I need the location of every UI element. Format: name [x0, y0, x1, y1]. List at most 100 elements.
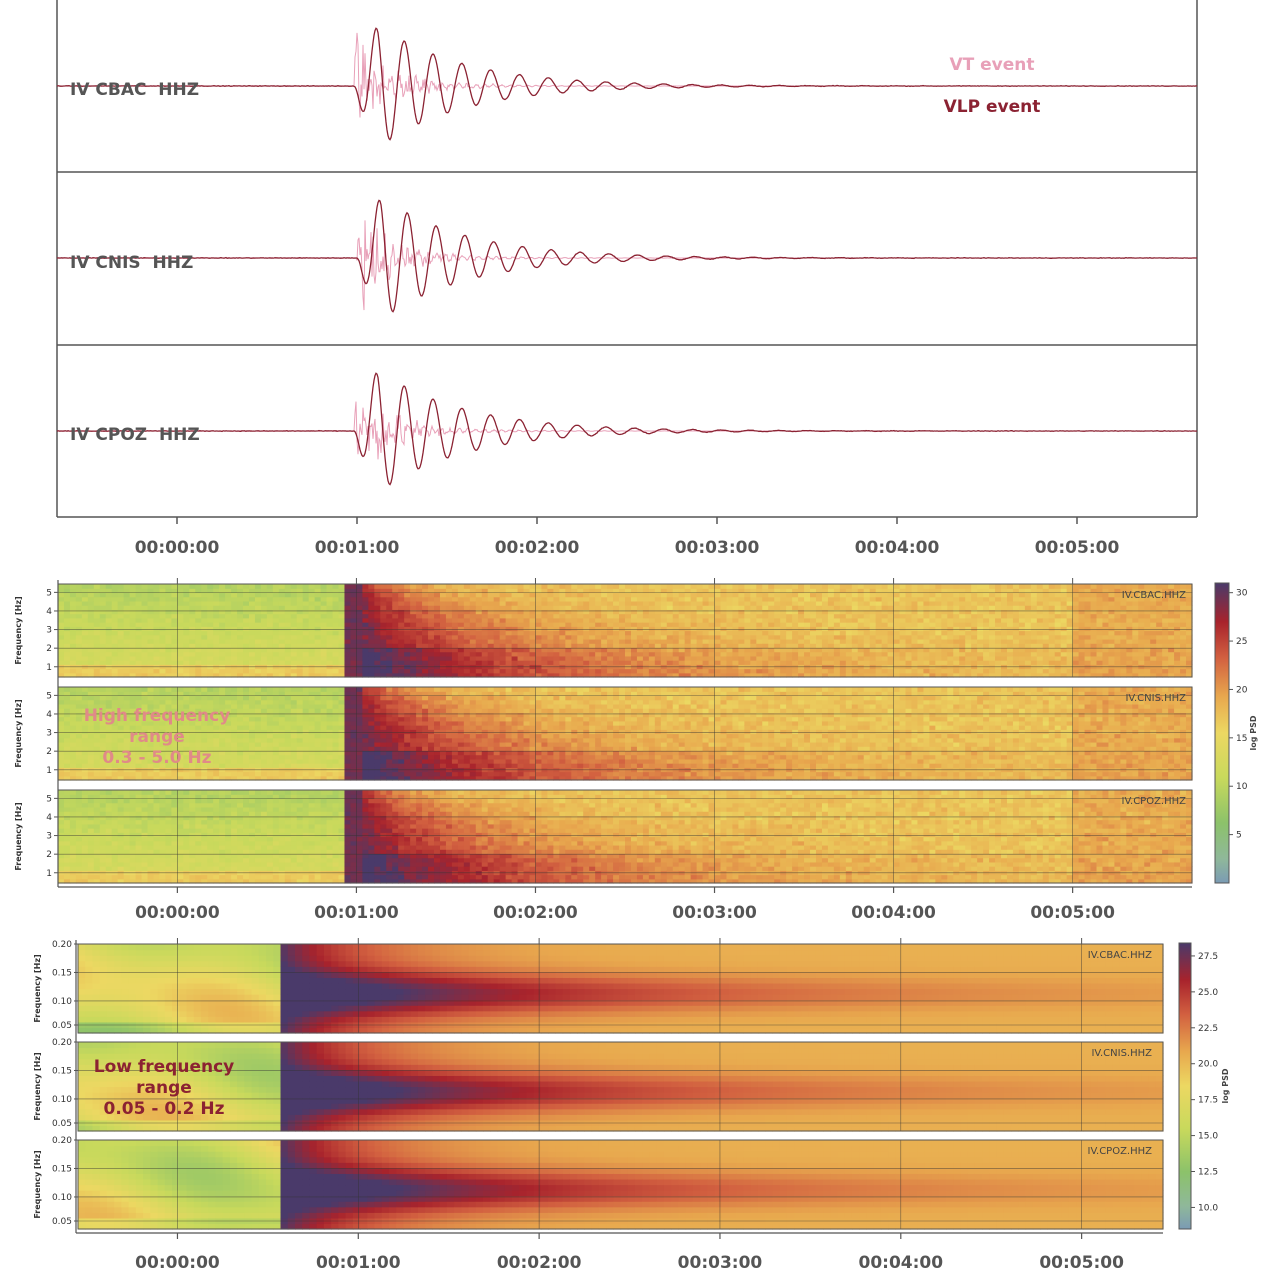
spectrogram-cell — [589, 660, 596, 665]
spectrogram-cell — [117, 647, 125, 653]
spectrogram-cell — [953, 592, 960, 598]
spectrogram-cell — [1054, 634, 1062, 640]
spectrogram-cell — [87, 638, 95, 644]
spectrogram-cell — [535, 672, 543, 678]
spectrogram-cell — [129, 771, 137, 777]
spectrogram-cell — [63, 695, 71, 701]
spectrogram-cell — [58, 708, 65, 713]
spectrogram-cell — [845, 609, 853, 615]
spectrogram-cell — [195, 771, 202, 777]
spectrogram-cell — [756, 588, 763, 594]
spectrogram-cell — [899, 622, 907, 627]
spectrogram-cell — [893, 634, 901, 640]
spectrogram-cell — [69, 741, 77, 747]
spectrogram-cell — [398, 668, 405, 674]
spectrogram-cell — [248, 600, 256, 606]
spectrogram-cell — [266, 647, 274, 653]
spectrogram-cell — [529, 584, 537, 589]
spectrogram-cell — [1054, 609, 1062, 615]
spectrogram-cell — [117, 588, 125, 594]
spectrogram-cell — [439, 647, 447, 653]
spectrogram-cell — [750, 672, 757, 678]
spectrogram-cell — [69, 600, 77, 606]
spectrogram-cell — [1186, 668, 1193, 674]
spectrogram-cell — [505, 600, 513, 606]
spectrogram-cell — [326, 617, 334, 623]
spectrogram-cell — [702, 617, 710, 623]
spectrogram-cell — [965, 622, 972, 627]
spectrogram-cell — [648, 600, 656, 606]
spectrogram-cell — [1078, 647, 1086, 653]
spectrogram-cell — [857, 613, 865, 619]
spectrogram-cell — [875, 668, 883, 674]
spectrogram-cell — [1120, 609, 1127, 615]
spectrogram-cell — [135, 741, 143, 747]
spectrogram-cell — [362, 609, 369, 615]
spectrogram-cell — [666, 651, 674, 657]
spectrogram-cell — [58, 638, 65, 644]
spectrogram-cell — [529, 605, 537, 610]
spectrogram-cell — [87, 771, 95, 777]
spectrogram-cell — [314, 660, 322, 665]
spectrogram-cell — [213, 613, 220, 619]
spectrogram-cell — [266, 651, 274, 657]
spectrogram-cell — [123, 672, 131, 678]
spectrogram-cell — [1012, 643, 1020, 649]
spectrogram-cell — [207, 699, 214, 705]
spectrogram-cell — [237, 725, 244, 730]
spectrogram-cell — [851, 617, 859, 623]
spectrogram-cell — [135, 634, 143, 640]
spectrogram-cell — [87, 617, 95, 623]
spectrogram-cell — [971, 596, 978, 602]
spectrogram-cell — [58, 741, 65, 747]
spectrogram-cell — [386, 672, 393, 678]
spectrogram-cell — [792, 600, 799, 606]
spectrogram-cell — [177, 771, 184, 777]
spectrogram-cell — [117, 655, 125, 661]
spectrogram-cell — [821, 605, 829, 610]
spectrogram-cell — [744, 609, 751, 615]
spectrogram-cell — [1162, 588, 1169, 594]
spectrogram-cell — [189, 630, 196, 636]
spectrogram-cell — [1090, 617, 1098, 623]
spectrogram-cell — [642, 668, 650, 674]
spectrogram-cell — [1138, 638, 1145, 644]
spectrogram-cell — [260, 716, 268, 722]
spectrogram-cell — [332, 626, 340, 632]
spectrogram-cell — [810, 609, 817, 615]
spectrogram-cell — [439, 588, 447, 594]
spectrogram-cell — [744, 643, 751, 649]
spectrogram-cell — [416, 651, 423, 657]
spectrogram-cell — [696, 638, 704, 644]
spectrogram-cell — [428, 613, 435, 619]
spectrogram-cell — [529, 626, 537, 632]
spectrogram-cell — [929, 626, 936, 632]
spectrogram-cell — [374, 592, 381, 598]
spectrogram-cell — [839, 655, 847, 661]
spectrogram-cell — [583, 672, 590, 678]
spectrogram-cell — [475, 655, 483, 661]
spectrogram-cell — [201, 600, 208, 606]
spectrogram-cell — [684, 638, 692, 644]
spectrogram-cell — [899, 643, 907, 649]
spectrogram-cell — [571, 660, 578, 665]
spectrogram-cell — [821, 588, 829, 594]
spectrogram-cell — [308, 617, 316, 623]
spectrogram-cell — [123, 647, 131, 653]
spectrogram-cell — [511, 592, 519, 598]
spectrogram-cell — [648, 592, 656, 598]
spectrogram-cell — [475, 622, 483, 627]
spectrogram-cell — [99, 596, 107, 602]
spectrogram-cell — [983, 660, 990, 665]
spectrogram-cell — [517, 596, 525, 602]
spectrogram-cell — [1102, 672, 1110, 678]
spectrogram-cell — [338, 626, 346, 632]
spectrogram-cell — [302, 630, 310, 636]
spectrogram-cell — [607, 600, 614, 606]
spectrogram-cell — [111, 729, 119, 735]
spectrogram-cell — [248, 699, 256, 705]
spectrogram-cell — [272, 672, 280, 678]
spectrogram-cell — [416, 609, 423, 615]
spectrogram-cell — [1120, 596, 1127, 602]
spectrogram-cell — [571, 588, 578, 594]
